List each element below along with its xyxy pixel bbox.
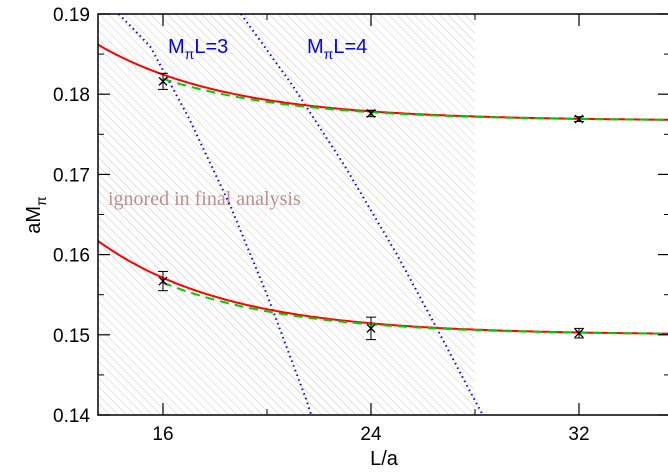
data-point: [366, 108, 376, 118]
fit-curve-red-1: [98, 43, 668, 121]
fit-curve-green-2: [162, 281, 668, 335]
data-point: [158, 72, 168, 90]
x-tick-label: 16: [152, 424, 173, 445]
data-point: [574, 327, 584, 339]
x-marker: [366, 108, 376, 118]
x-marker: [158, 76, 168, 86]
data-point: [158, 270, 168, 292]
y-tick-label: 0.19: [53, 5, 90, 26]
y-tick-label: 0.18: [53, 85, 90, 106]
ignored-region-label: ignored in final analysis: [108, 188, 301, 210]
ignored-region-hatch: [98, 14, 475, 415]
ignored-region: [98, 14, 475, 415]
fit-curves: [98, 43, 668, 335]
y-axis-title: aMπ: [23, 196, 49, 234]
y-tick-label: 0.14: [53, 406, 90, 427]
mpil3-label: MπL=3: [168, 36, 228, 62]
mpi-l-lines: [118, 14, 484, 415]
mpil-line-3: [118, 14, 313, 415]
mpil-line-4: [240, 14, 484, 415]
x-axis-title: L/a: [370, 448, 399, 470]
y-tick-label: 0.17: [53, 165, 90, 186]
axis-ticks: 0.14 0.15 0.16 0.17 0.18 0.19 16 24 32: [53, 5, 668, 445]
data-point: [366, 316, 376, 341]
x-marker: [366, 323, 376, 333]
x-marker: [574, 114, 584, 124]
x-marker: [158, 276, 168, 286]
mpil4-label: MπL=4: [307, 36, 367, 62]
x-tick-label: 24: [360, 424, 382, 445]
x-tick-label: 32: [568, 424, 589, 445]
fit-curve-green-1: [162, 77, 668, 121]
y-tick-label: 0.16: [53, 246, 90, 267]
x-marker: [574, 328, 584, 338]
data-point: [574, 114, 584, 124]
data-points: [158, 72, 584, 341]
y-tick-label: 0.15: [53, 326, 90, 347]
